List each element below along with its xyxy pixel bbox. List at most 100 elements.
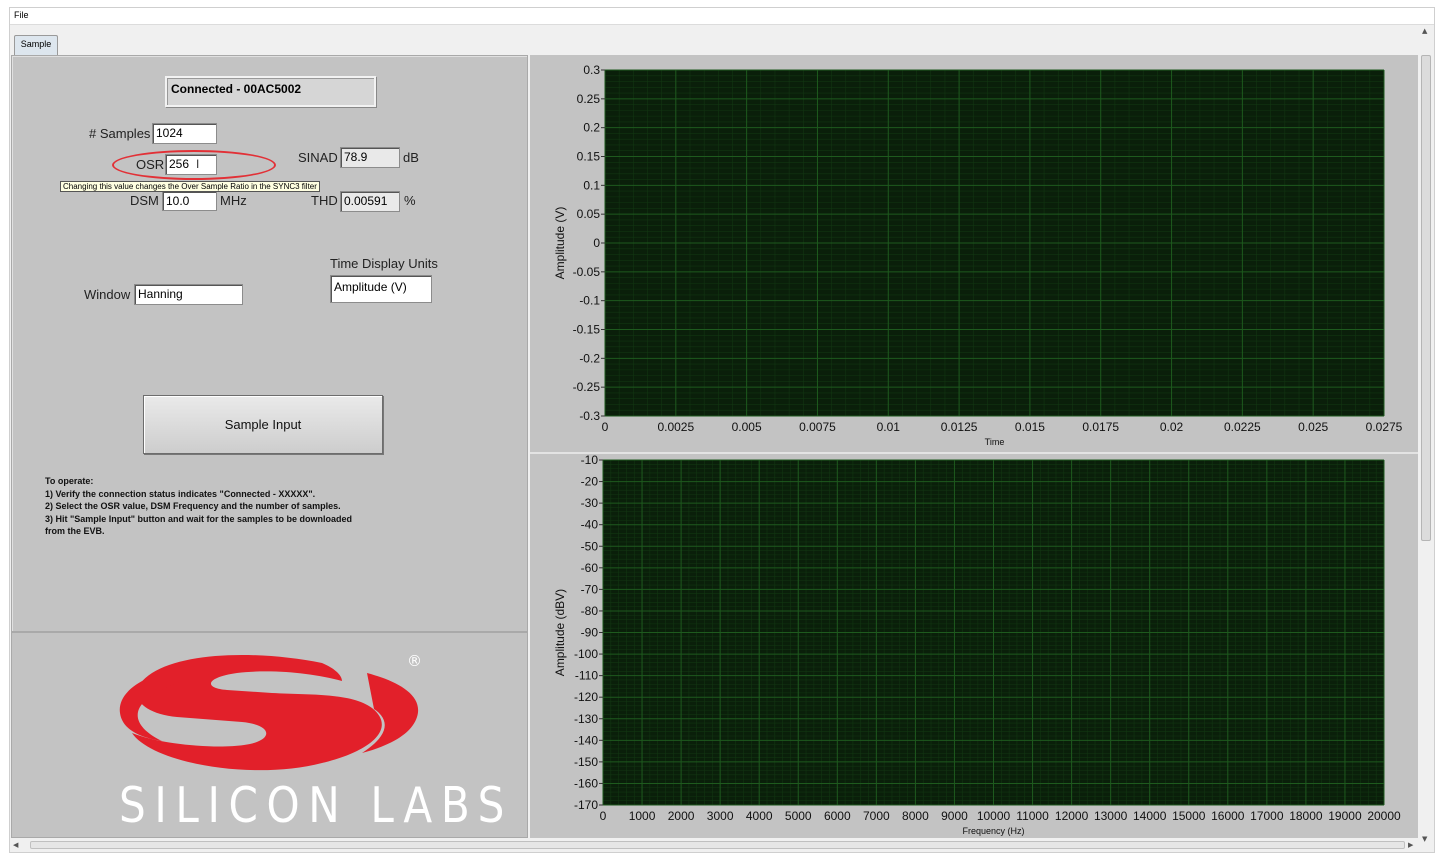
y-tick-label: 0.3 [583, 63, 600, 77]
x-tick-label: 18000 [1289, 809, 1323, 823]
text-cursor-icon: I [196, 157, 200, 171]
y-tick-label: -150 [574, 755, 598, 769]
osr-tooltip: Changing this value changes the Over Sam… [60, 181, 320, 192]
instruction-line: 2) Select the OSR value, DSM Frequency a… [45, 501, 341, 512]
x-tick-label: 17000 [1250, 809, 1284, 823]
y-tick-label: 0.05 [577, 207, 601, 221]
instructions: To operate: 1) Verify the connection sta… [45, 475, 405, 538]
samples-label: # Samples [89, 126, 151, 141]
y-tick-label: -30 [581, 496, 599, 510]
y-tick-label: -0.05 [573, 265, 601, 279]
x-tick-label: 20000 [1367, 809, 1401, 823]
x-tick-label: 16000 [1211, 809, 1245, 823]
x-tick-label: 0.0225 [1224, 420, 1261, 434]
y-tick-label: -0.25 [573, 380, 601, 394]
y-tick-label: -80 [581, 604, 599, 618]
osr-input[interactable]: 256 I [165, 154, 217, 175]
x-tick-label: 0.0275 [1366, 420, 1403, 434]
y-tick-label: -110 [575, 669, 598, 683]
window-label: Window [84, 287, 131, 302]
x-tick-label: 13000 [1094, 809, 1128, 823]
silicon-labs-logo-mark [119, 654, 419, 771]
y-tick-label: -140 [574, 733, 598, 747]
dsm-unit: MHz [220, 193, 247, 208]
instruction-line: 1) Verify the connection status indicate… [45, 488, 316, 499]
vertical-scroll-thumb[interactable] [1421, 55, 1431, 541]
horizontal-scroll-thumb[interactable] [30, 841, 1405, 849]
x-tick-label: 2000 [668, 809, 695, 823]
chart-divider [530, 452, 1421, 454]
x-tick-label: 0.005 [732, 420, 762, 434]
x-tick-label: 12000 [1055, 809, 1089, 823]
x-tick-label: 0.01 [877, 420, 901, 434]
dsm-label: DSM [130, 193, 159, 208]
x-tick-label: 0 [600, 809, 607, 823]
y-tick-label: -130 [574, 712, 598, 726]
time-display-units-label: Time Display Units [330, 256, 438, 271]
x-tick-label: 3000 [707, 809, 734, 823]
scroll-left-icon[interactable]: ◀ [13, 841, 19, 849]
thd-label: THD [311, 193, 338, 208]
y-tick-label: -0.2 [579, 351, 600, 365]
window-select[interactable]: Hanning [134, 284, 243, 305]
time-display-units-select[interactable]: Amplitude (V) [330, 275, 432, 303]
x-axis-label: Frequency (Hz) [962, 826, 1024, 836]
instruction-line: 3) Hit "Sample Input" button and wait fo… [45, 513, 353, 524]
x-tick-label: 0.0125 [941, 420, 978, 434]
x-tick-label: 8000 [902, 809, 929, 823]
y-tick-label: -20 [581, 475, 599, 489]
x-tick-label: 15000 [1172, 809, 1206, 823]
x-tick-label: 9000 [941, 809, 968, 823]
scroll-down-icon[interactable]: ▼ [1422, 835, 1428, 843]
y-tick-label: -100 [574, 647, 598, 661]
x-tick-label: 14000 [1133, 809, 1167, 823]
vertical-scrollbar[interactable]: ▲ ▼ [1418, 25, 1434, 847]
x-tick-label: 0 [602, 420, 609, 434]
menu-bar: File [10, 8, 1434, 25]
frequency-domain-chart: 0 1000 2000 3000 4000 5000 6000 7000 8000 9000 100… [553, 453, 1401, 836]
x-tick-label: 10000 [977, 809, 1011, 823]
sinad-unit: dB [403, 150, 419, 165]
y-tick-label: -40 [581, 518, 599, 532]
y-tick-label: -70 [581, 582, 599, 596]
time-domain-chart: 0 0.0025 0.005 0.0075 0.01 0.0125 0.015 0.0175 0… [553, 63, 1403, 447]
y-tick-label: -160 [574, 776, 598, 790]
logo-text: SILICON LABS [119, 777, 513, 834]
y-tick-label: -50 [581, 539, 599, 553]
y-tick-label: -10 [581, 453, 599, 467]
y-tick-label: -170 [574, 798, 598, 812]
x-tick-label: 0.015 [1015, 420, 1045, 434]
osr-highlight-circle [112, 150, 276, 180]
y-tick-label: -0.3 [579, 409, 600, 423]
osr-value: 256 [169, 157, 190, 171]
y-tick-label: -60 [581, 561, 599, 575]
thd-unit: % [404, 193, 416, 208]
scroll-up-icon[interactable]: ▲ [1422, 27, 1428, 35]
x-tick-label: 6000 [824, 809, 851, 823]
x-tick-label: 0.0075 [799, 420, 836, 434]
sample-input-button[interactable]: Sample Input [143, 395, 383, 454]
app-window: File Sample Connected - 00AC5002 # Sampl… [9, 7, 1435, 853]
charts-panel: 0 0.0025 0.005 0.0075 0.01 0.0125 0.015 0.0175 0… [530, 55, 1421, 845]
x-tick-label: 1000 [629, 809, 656, 823]
x-tick-label: 0.0175 [1082, 420, 1119, 434]
logo-panel: ® SILICON LABS [11, 632, 528, 838]
y-tick-label: 0 [593, 236, 600, 250]
x-tick-label: 0.02 [1160, 420, 1184, 434]
scroll-right-icon[interactable]: ▶ [1408, 841, 1414, 849]
dsm-input[interactable]: 10.0 [162, 191, 217, 211]
samples-input[interactable]: 1024 [152, 123, 217, 144]
menu-file[interactable]: File [14, 10, 29, 20]
osr-label: OSR [136, 157, 165, 172]
horizontal-scrollbar[interactable]: ◀ ▶ [10, 838, 1418, 852]
registered-mark: ® [407, 652, 422, 670]
instruction-line: from the EVB. [45, 526, 105, 537]
tab-sample[interactable]: Sample [14, 35, 58, 57]
instruction-line: To operate: [45, 476, 94, 486]
x-tick-label: 0.0025 [657, 420, 694, 434]
thd-value: 0.00591 [340, 191, 400, 212]
y-axis-label: Amplitude (dBV) [553, 589, 567, 676]
y-tick-label: -90 [581, 626, 599, 640]
sinad-value: 78.9 [340, 147, 400, 168]
y-tick-label: 0.25 [577, 92, 601, 106]
